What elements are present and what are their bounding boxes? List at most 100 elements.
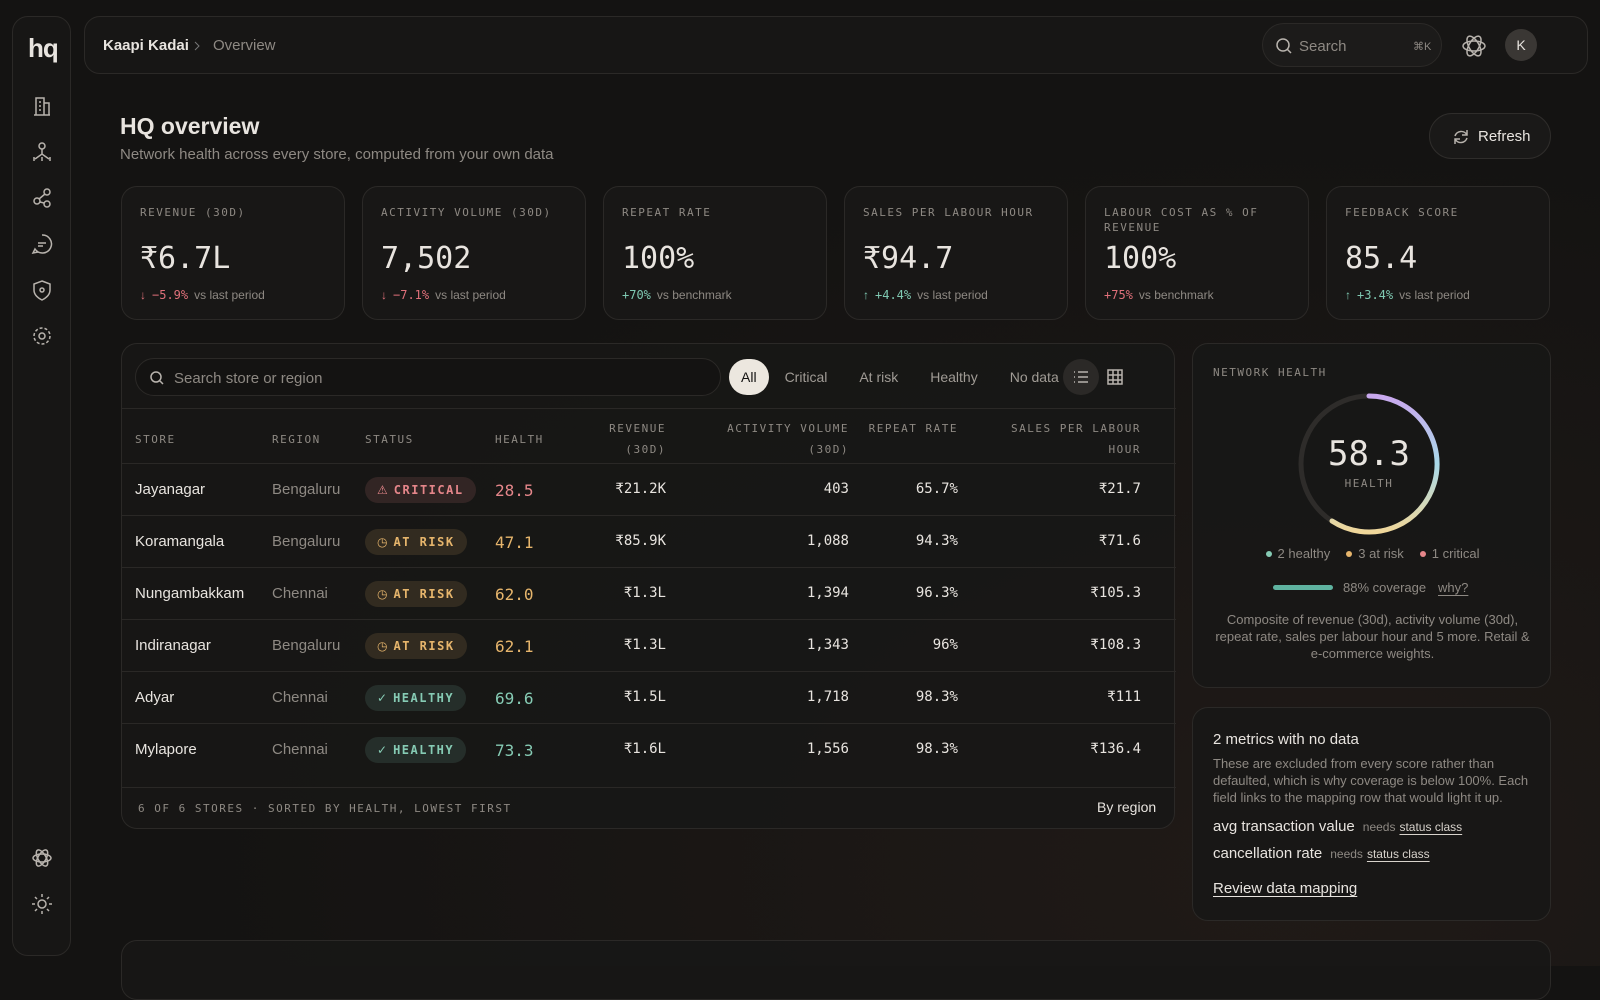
- network-health-title: NETWORK HEALTH: [1213, 366, 1327, 379]
- search-box[interactable]: Search ⌘K: [1262, 23, 1442, 67]
- kpi-label: SALES PER LABOUR HOUR: [863, 206, 1034, 219]
- search-icon: [150, 371, 164, 385]
- top-bar: Kaapi Kadai Overview Search ⌘K K: [84, 16, 1588, 74]
- health-score: 69.6: [495, 689, 534, 708]
- group-by[interactable]: By region: [1097, 799, 1157, 815]
- kpi-card: FEEDBACK SCORE 85.4 ↑ +3.4% vs last period: [1326, 186, 1550, 320]
- avatar[interactable]: K: [1505, 29, 1537, 61]
- no-data-body: These are excluded from every score rath…: [1213, 756, 1529, 805]
- lower-panel: [121, 940, 1551, 1000]
- kpi-card: REVENUE (30D) ₹6.7L ↓ −5.9% vs last period: [121, 186, 345, 320]
- store-row[interactable]: Koramangala Bengaluru ◷ AT RISK 47.1 ₹85.9K 1,…: [122, 515, 1176, 567]
- legend-label: 3 at risk: [1358, 546, 1404, 561]
- store-search-placeholder: Search store or region: [174, 370, 323, 387]
- kpi-value: 85.4: [1345, 241, 1418, 276]
- health-score: 47.1: [495, 533, 534, 552]
- kpi-label: REPEAT RATE: [622, 206, 712, 219]
- review-mapping-link[interactable]: Review data mapping: [1213, 880, 1358, 897]
- kpi-value: ₹6.7L: [140, 241, 231, 276]
- status-badge: ✓ HEALTHY: [365, 685, 467, 711]
- sales-per-labour-hour: ₹111: [1107, 689, 1141, 705]
- filter-pill[interactable]: Critical: [784, 369, 828, 385]
- filter-pill[interactable]: No data: [1009, 369, 1059, 385]
- legend-label: 2 healthy: [1277, 546, 1331, 561]
- kpi-value: 100%: [1104, 241, 1177, 276]
- nav-messages[interactable]: [31, 233, 53, 255]
- metric-needs: needs status class: [1330, 847, 1429, 861]
- kpi-value: ₹94.7: [863, 241, 954, 276]
- repeat-rate: 94.3%: [915, 533, 958, 549]
- divider: [122, 408, 1176, 409]
- list-view[interactable]: [1063, 359, 1099, 395]
- region: Chennai: [272, 741, 328, 758]
- refresh-label: Refresh: [1478, 128, 1531, 145]
- store-row[interactable]: Indiranagar Bengaluru ◷ AT RISK 62.1 ₹1.3L 1,3…: [122, 619, 1176, 671]
- kpi-note: vs last period: [1399, 288, 1470, 302]
- nav-settings[interactable]: [31, 325, 53, 347]
- divider: [122, 787, 1176, 788]
- metric-name: avg transaction value: [1213, 818, 1355, 835]
- kpi-delta-row: ↓ −7.1% vs last period: [381, 288, 567, 302]
- revenue: ₹1.3L: [623, 637, 666, 653]
- store-name: Mylapore: [135, 741, 197, 758]
- table-footer: 6 OF 6 STORES · SORTED BY HEALTH, LOWEST…: [138, 802, 512, 815]
- status-icon: ✓: [377, 743, 388, 757]
- refresh-icon: [1454, 130, 1468, 144]
- region: Bengaluru: [272, 533, 341, 550]
- why-link[interactable]: why?: [1438, 580, 1469, 595]
- revenue: ₹21.2K: [615, 481, 666, 497]
- status-label: HEALTHY: [393, 743, 455, 757]
- assistant-button[interactable]: [1461, 33, 1487, 59]
- kpi-label: FEEDBACK SCORE: [1345, 206, 1459, 219]
- activity-volume: 1,718: [806, 689, 849, 705]
- grid-view[interactable]: [1107, 369, 1123, 385]
- needs-link[interactable]: status class: [1399, 820, 1463, 834]
- revenue: ₹1.5L: [623, 689, 666, 705]
- nav-network[interactable]: [31, 141, 53, 163]
- store-row[interactable]: Nungambakkam Chennai ◷ AT RISK 62.0 ₹1.3L 1,39…: [122, 567, 1176, 619]
- nav-security[interactable]: [31, 279, 53, 301]
- activity-volume: 1,394: [806, 585, 849, 601]
- column-header: ACTIVITY VOLUME (30D): [727, 422, 849, 456]
- missing-metric: avg transaction value needs status class: [1213, 818, 1462, 835]
- kpi-arrow: ↑: [863, 288, 869, 302]
- sales-per-labour-hour: ₹108.3: [1090, 637, 1141, 653]
- nav-flows[interactable]: [31, 187, 53, 209]
- store-name: Koramangala: [135, 533, 225, 550]
- kpi-delta-row: +75% vs benchmark: [1104, 288, 1290, 302]
- list-icon: [1074, 371, 1088, 383]
- filter-pill[interactable]: Healthy: [930, 369, 978, 385]
- filter-pill[interactable]: All: [729, 359, 769, 395]
- kpi-delta: +4.4%: [875, 288, 912, 302]
- kpi-label: REVENUE (30D): [140, 206, 246, 219]
- health-score: 73.3: [495, 741, 534, 760]
- region: Chennai: [272, 585, 328, 602]
- status-label: AT RISK: [393, 587, 455, 601]
- theme-toggle[interactable]: [31, 893, 53, 915]
- nav-stores[interactable]: [31, 95, 53, 117]
- legend-label: 1 critical: [1431, 546, 1480, 561]
- search-icon: [1276, 38, 1292, 54]
- repeat-rate: 98.3%: [915, 741, 958, 757]
- legend-dot: [1346, 550, 1353, 557]
- status-icon: ◷: [377, 639, 388, 653]
- activity-volume: 1,088: [806, 533, 849, 549]
- kpi-arrow: ↓: [381, 288, 387, 302]
- brand[interactable]: hq: [28, 33, 59, 63]
- refresh-button[interactable]: Refresh: [1429, 113, 1551, 159]
- health-description: Composite of revenue (30d), activity vol…: [1215, 612, 1530, 661]
- sales-per-labour-hour: ₹136.4: [1090, 741, 1141, 757]
- column-header: HEALTH: [495, 433, 544, 446]
- repeat-rate: 65.7%: [915, 481, 958, 497]
- store-row[interactable]: Mylapore Chennai ✓ HEALTHY 73.3 ₹1.6L 1,556 98.…: [122, 723, 1176, 775]
- store-row[interactable]: Jayanagar Bengaluru ⚠ CRITICAL 28.5 ₹21.2K 403…: [122, 463, 1176, 515]
- kpi-delta: −5.9%: [152, 288, 189, 302]
- breadcrumb-org[interactable]: Kaapi Kadai: [103, 37, 189, 54]
- store-row[interactable]: Adyar Chennai ✓ HEALTHY 69.6 ₹1.5L 1,718 98.3% ₹…: [122, 671, 1176, 723]
- needs-link[interactable]: status class: [1366, 847, 1430, 861]
- store-search[interactable]: Search store or region: [135, 358, 721, 396]
- kpi-card: ACTIVITY VOLUME (30D) 7,502 ↓ −7.1% vs last …: [362, 186, 586, 320]
- nav-assistant[interactable]: [31, 847, 53, 869]
- filter-pill[interactable]: At risk: [859, 369, 899, 385]
- store-name: Nungambakkam: [135, 585, 245, 602]
